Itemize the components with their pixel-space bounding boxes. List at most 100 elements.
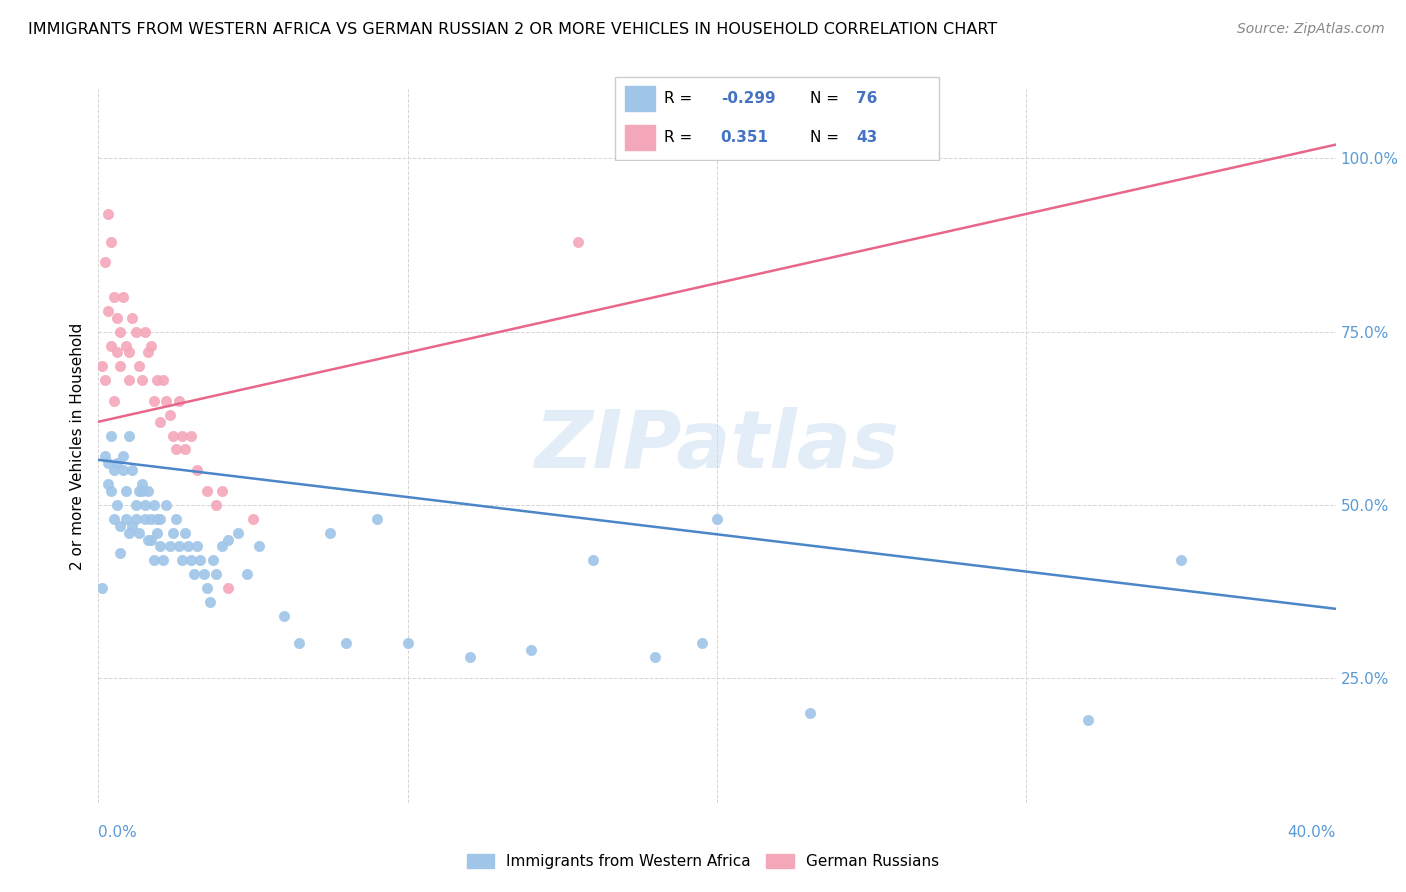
- Text: 76: 76: [856, 91, 877, 106]
- Text: N =: N =: [810, 91, 844, 106]
- Point: [170, 553, 193, 567]
- Legend: Immigrants from Western Africa, German Russians: Immigrants from Western Africa, German R…: [461, 848, 945, 875]
- Point: [93, 373, 115, 387]
- Point: [247, 540, 270, 554]
- Point: [118, 345, 141, 359]
- Point: [136, 345, 159, 359]
- Point: [520, 643, 543, 657]
- Point: [100, 428, 122, 442]
- Point: [103, 512, 125, 526]
- Point: [170, 428, 193, 442]
- FancyBboxPatch shape: [614, 77, 939, 160]
- Point: [146, 373, 169, 387]
- Point: [131, 477, 153, 491]
- Point: [139, 512, 162, 526]
- Point: [167, 394, 190, 409]
- Point: [183, 567, 205, 582]
- Text: IMMIGRANTS FROM WESTERN AFRICA VS GERMAN RUSSIAN 2 OR MORE VEHICLES IN HOUSEHOLD: IMMIGRANTS FROM WESTERN AFRICA VS GERMAN…: [28, 22, 997, 37]
- Point: [134, 512, 156, 526]
- Point: [134, 325, 156, 339]
- Point: [143, 394, 166, 409]
- Point: [242, 512, 264, 526]
- Point: [155, 394, 177, 409]
- Point: [1077, 713, 1099, 727]
- Point: [90, 581, 112, 595]
- Point: [155, 498, 177, 512]
- Point: [100, 235, 122, 249]
- Point: [167, 540, 190, 554]
- Point: [211, 540, 233, 554]
- Point: [97, 477, 120, 491]
- Text: R =: R =: [665, 91, 697, 106]
- Point: [273, 608, 295, 623]
- Point: [97, 456, 120, 470]
- Text: -0.299: -0.299: [721, 91, 775, 106]
- Point: [165, 512, 187, 526]
- Point: [159, 408, 181, 422]
- Bar: [624, 86, 655, 112]
- Point: [152, 553, 174, 567]
- Point: [143, 498, 166, 512]
- Point: [190, 553, 212, 567]
- Point: [108, 546, 131, 560]
- Point: [706, 512, 728, 526]
- Point: [335, 636, 357, 650]
- Point: [103, 394, 125, 409]
- Point: [177, 540, 200, 554]
- Point: [131, 373, 153, 387]
- Point: [103, 290, 125, 304]
- Point: [198, 595, 221, 609]
- Point: [288, 636, 311, 650]
- Point: [139, 338, 162, 352]
- Point: [128, 483, 150, 498]
- Point: [174, 525, 197, 540]
- Point: [582, 553, 605, 567]
- Point: [112, 290, 135, 304]
- Point: [149, 540, 172, 554]
- Point: [319, 525, 342, 540]
- Text: Source: ZipAtlas.com: Source: ZipAtlas.com: [1237, 22, 1385, 37]
- Point: [195, 483, 218, 498]
- Point: [134, 498, 156, 512]
- Point: [108, 359, 131, 374]
- Point: [236, 567, 259, 582]
- Point: [193, 567, 215, 582]
- Point: [108, 325, 131, 339]
- Text: 0.0%: 0.0%: [98, 825, 138, 840]
- Text: R =: R =: [665, 130, 703, 145]
- Point: [146, 525, 169, 540]
- Point: [121, 463, 143, 477]
- Point: [93, 255, 115, 269]
- Point: [128, 525, 150, 540]
- Text: 43: 43: [856, 130, 877, 145]
- Point: [149, 415, 172, 429]
- Point: [211, 483, 233, 498]
- Point: [105, 345, 128, 359]
- Bar: [624, 125, 655, 151]
- Point: [162, 525, 184, 540]
- Point: [118, 373, 141, 387]
- Point: [180, 553, 202, 567]
- Point: [112, 450, 135, 464]
- Point: [159, 540, 181, 554]
- Point: [124, 512, 146, 526]
- Point: [458, 650, 481, 665]
- Point: [97, 304, 120, 318]
- Point: [128, 359, 150, 374]
- Text: 40.0%: 40.0%: [1288, 825, 1336, 840]
- Point: [124, 498, 146, 512]
- Point: [162, 428, 184, 442]
- Point: [152, 373, 174, 387]
- Point: [118, 428, 141, 442]
- Point: [112, 463, 135, 477]
- Point: [100, 483, 122, 498]
- Point: [226, 525, 249, 540]
- Point: [690, 636, 713, 650]
- Point: [1170, 553, 1192, 567]
- Point: [115, 338, 138, 352]
- Y-axis label: 2 or more Vehicles in Household: 2 or more Vehicles in Household: [70, 322, 86, 570]
- Point: [217, 581, 239, 595]
- Point: [90, 359, 112, 374]
- Point: [143, 553, 166, 567]
- Point: [121, 518, 143, 533]
